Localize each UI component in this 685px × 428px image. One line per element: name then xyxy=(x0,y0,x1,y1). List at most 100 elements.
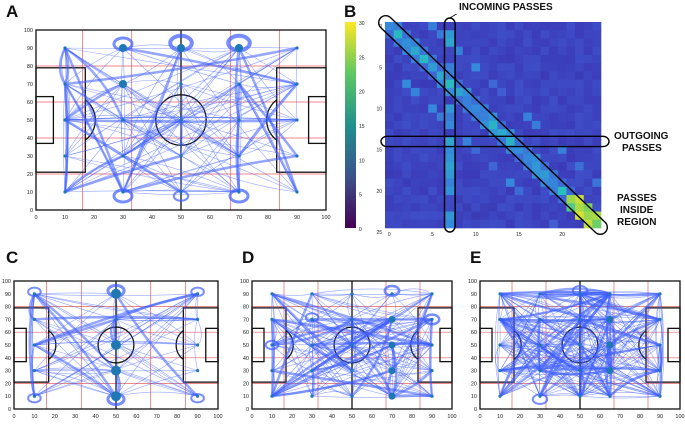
pass-edge xyxy=(122,79,182,85)
pass-edge xyxy=(311,288,433,295)
heatmap-cell xyxy=(402,104,412,113)
heatmap-cell xyxy=(419,87,429,97)
heatmap-cell xyxy=(462,178,472,188)
pass-node xyxy=(350,343,354,347)
heatmap-cell xyxy=(428,54,438,64)
heatmap-cell xyxy=(592,79,602,89)
heatmap-cell xyxy=(514,71,524,80)
pass-edge xyxy=(122,154,298,194)
heatmap-cell xyxy=(419,38,429,48)
y-tick-label: 90 xyxy=(27,46,33,52)
pass-edge xyxy=(34,319,117,371)
pass-node xyxy=(430,292,434,296)
heatmap-cell xyxy=(575,22,585,31)
heatmap-cell xyxy=(523,219,533,229)
x-tick-label: 50 xyxy=(577,414,583,420)
pass-edge xyxy=(115,370,198,397)
heatmap-cell xyxy=(523,63,533,72)
pass-edge xyxy=(122,47,182,193)
pass-edge xyxy=(34,370,117,397)
colorbar-tick-label: 0 xyxy=(359,227,362,233)
pass-edge xyxy=(64,47,240,157)
y-tick-label: 100 xyxy=(24,28,33,34)
heatmap-cell xyxy=(393,63,403,72)
heatmap-cell xyxy=(497,137,507,146)
heatmap-cell xyxy=(592,54,602,64)
y-tick-label: 70 xyxy=(243,317,249,323)
x-tick-label: 100 xyxy=(675,414,684,420)
heatmap-cell xyxy=(583,120,593,130)
pass-edge xyxy=(120,47,124,157)
heatmap-cell xyxy=(531,87,541,97)
heatmap-cell xyxy=(549,38,559,48)
heatmap-cell xyxy=(436,38,446,48)
panel-label-a: A xyxy=(6,2,19,21)
heatmap-cell xyxy=(393,112,403,122)
heatmap-cell xyxy=(592,162,602,171)
annotation-outgoing-line2: PASSES xyxy=(622,143,662,154)
heatmap-cell xyxy=(462,30,472,39)
heatmap-cell xyxy=(505,79,515,89)
pass-node xyxy=(32,343,37,347)
penalty-arc-right xyxy=(638,330,647,360)
pass-edge xyxy=(579,293,586,371)
pass-edge xyxy=(64,47,124,121)
heatmap-cell xyxy=(514,96,524,105)
heatmap-cell xyxy=(575,129,585,138)
heatmap-cell xyxy=(488,145,498,155)
heatmap-cell xyxy=(540,145,550,155)
pass-edge xyxy=(122,191,240,195)
heatmap-cell xyxy=(445,30,455,39)
heatmap-cell xyxy=(566,219,576,229)
x-tick-label: 20 xyxy=(517,414,523,420)
heatmap-cell xyxy=(454,54,464,64)
heatmap-cell xyxy=(480,63,489,72)
heatmap-cell xyxy=(583,211,593,221)
x-tick-label: 80 xyxy=(409,414,415,420)
heatmap-cell xyxy=(471,46,481,56)
pass-edge xyxy=(28,293,36,397)
pass-node xyxy=(310,394,314,398)
heatmap-cell xyxy=(471,162,481,171)
pass-edge xyxy=(122,47,298,157)
pass-edge xyxy=(64,47,240,157)
heatmap-cell xyxy=(410,178,420,188)
heatmap-cell xyxy=(531,54,541,64)
heatmap-cell xyxy=(575,219,585,229)
pass-edge xyxy=(122,83,240,157)
heatmap-cell xyxy=(557,71,567,80)
pass-edge xyxy=(64,47,124,85)
pass-node xyxy=(498,343,502,347)
heatmap-cell xyxy=(402,112,412,122)
heatmap-cell xyxy=(471,195,481,204)
heatmap-cell xyxy=(393,120,403,130)
heatmap-cell xyxy=(454,195,464,204)
heatmap-cell xyxy=(497,178,507,188)
heatmap-cell xyxy=(575,120,585,130)
heatmap-cell xyxy=(428,145,438,155)
heatmap-cell xyxy=(583,112,593,122)
heatmap-cell xyxy=(540,104,550,113)
pass-node xyxy=(63,82,67,86)
heatmap-cell xyxy=(592,170,602,179)
heatmap-cell xyxy=(471,153,481,163)
pass-node xyxy=(388,315,396,323)
pass-edge xyxy=(539,370,661,397)
pass-node xyxy=(498,292,502,296)
heatmap-cell xyxy=(505,203,515,212)
pass-edge xyxy=(499,293,581,346)
pass-edge xyxy=(497,344,501,397)
pass-edge xyxy=(197,319,202,346)
heatmap-cell xyxy=(480,219,489,229)
heatmap-cell xyxy=(540,170,550,179)
heatmap-cell xyxy=(436,195,446,204)
heatmap-cell xyxy=(523,30,533,39)
pitch-network-d: 0 10 20 30 40 50 60 70 80 90 100 0 10 20 30 40 50 60 70 80 9… xyxy=(240,279,457,420)
heatmap-cell xyxy=(531,120,541,130)
heatmap-cell xyxy=(488,38,498,48)
heatmap-cell xyxy=(488,79,498,89)
pass-edge xyxy=(499,318,581,372)
heatmap-cell xyxy=(410,162,420,171)
heatmap-cell xyxy=(445,203,455,212)
heatmap-cell xyxy=(583,137,593,146)
